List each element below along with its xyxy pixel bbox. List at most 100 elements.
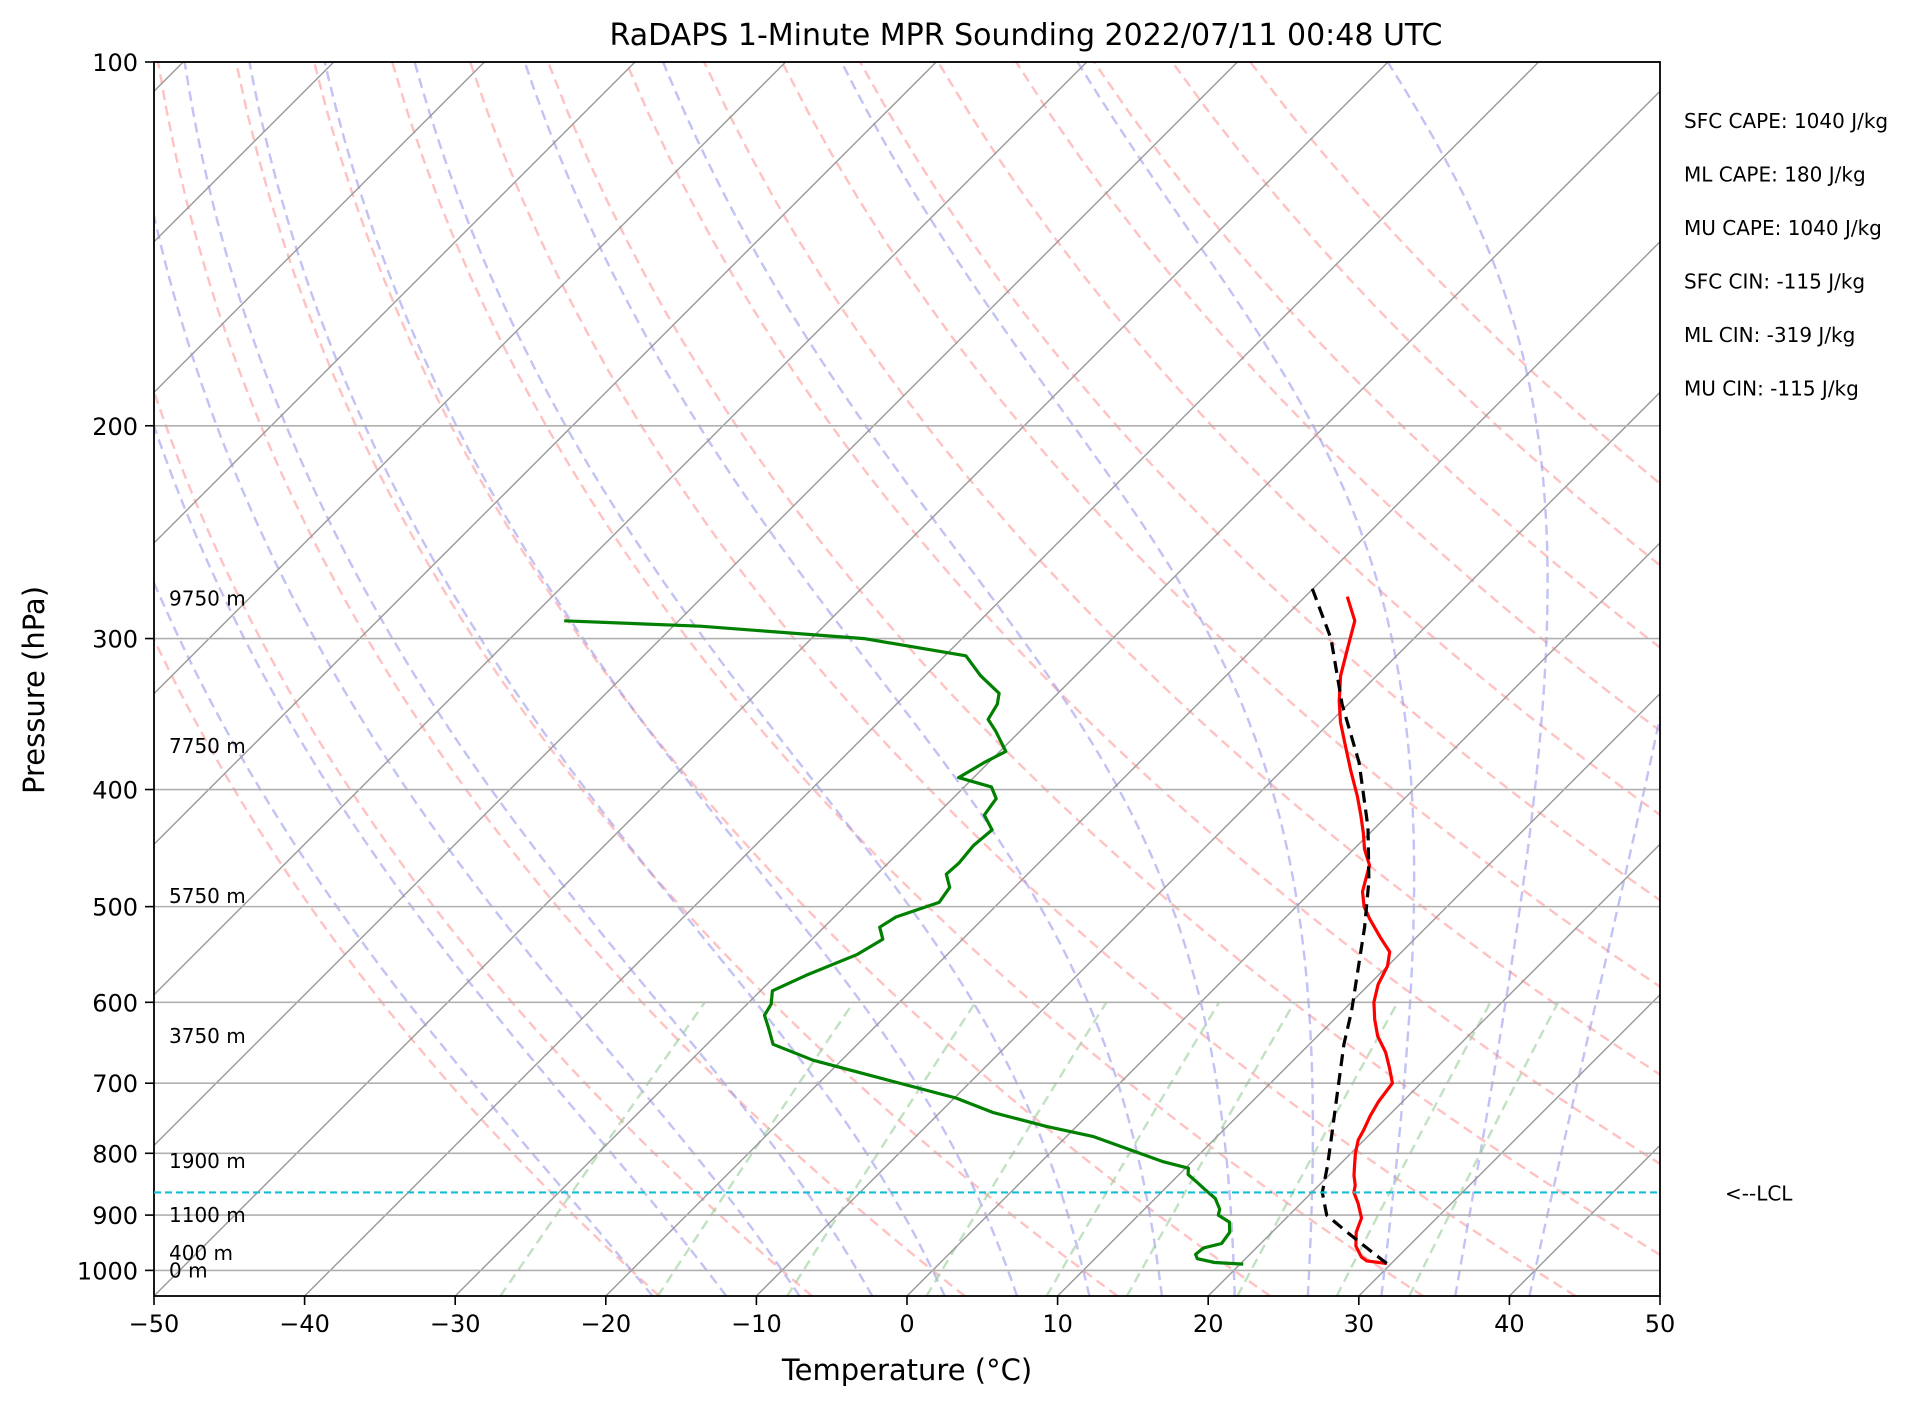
y-tick-label: 300: [92, 626, 138, 654]
height-labels: 9750 m 7750 m 5750 m 3750 m 1900 m 1100 m 400 …: [169, 587, 246, 1283]
isotherm-line: [154, 62, 485, 394]
lcl-label: <--LCL: [1725, 1181, 1793, 1205]
mixing-ratio-line: [1125, 1001, 1296, 1296]
dry-adiabat-line: [1171, 62, 1660, 567]
dry-adiabat-line: [1015, 62, 1660, 733]
height-label: 0 m: [169, 1258, 208, 1282]
dry-adiabat-line: [624, 62, 1660, 1166]
dry-adiabat-line: [154, 636, 661, 1296]
x-tick-label: −20: [580, 1310, 631, 1338]
isotherm-line: [154, 62, 636, 544]
dry-adiabat-line: [937, 62, 1660, 817]
isotherm-line: [154, 62, 1088, 996]
mixing-ratio-line: [1045, 1001, 1221, 1296]
mixing-ratio-line: [925, 1001, 1108, 1296]
x-tick-label: −40: [279, 1310, 330, 1338]
stat-label: ML CIN: -319 J/kg: [1684, 323, 1855, 347]
y-tick-label: 600: [92, 989, 138, 1017]
x-axis: −50 −40 −30 −20 −10 0 10 20 30 40 50: [129, 1296, 1676, 1338]
isotherm-line: [454, 90, 1660, 1296]
isotherm-line: [1207, 843, 1660, 1296]
lcl-marker: <--LCL: [154, 1181, 1793, 1205]
dry-adiabat-line: [154, 387, 813, 1296]
moist-adiabat-line: [413, 62, 1091, 1296]
y-axis: 1000 900 800 700 600 500 400 300 200 100: [77, 49, 154, 1285]
dry-adiabat-line: [468, 62, 1577, 1296]
mixing-ratio-line: [786, 1001, 977, 1296]
height-label: 1100 m: [169, 1203, 246, 1227]
moist-adiabat-line: [840, 62, 1315, 1296]
height-label: 5750 m: [169, 884, 246, 908]
pressure-gridlines: [154, 61, 1660, 1272]
isotherm-line: [154, 62, 1238, 1147]
isotherm-line: [1358, 993, 1660, 1296]
y-axis-label: Pressure (hPa): [17, 586, 51, 794]
moist-adiabat-line: [523, 62, 1164, 1296]
x-tick-label: 50: [1645, 1310, 1676, 1338]
x-tick-label: −30: [430, 1310, 481, 1338]
isotherm-line: [1659, 1295, 1660, 1296]
moist-adiabat-line: [183, 62, 874, 1296]
isotherm-line: [1508, 1144, 1660, 1296]
height-label: 7750 m: [169, 734, 246, 758]
temperature-line: [1337, 596, 1395, 1266]
height-label: 9750 m: [169, 587, 246, 611]
x-tick-label: 0: [899, 1310, 914, 1338]
height-label: 400 m: [169, 1241, 233, 1265]
y-tick-label: 400: [92, 777, 138, 805]
dewpoint-line: [564, 619, 1244, 1266]
height-label: 3750 m: [169, 1024, 246, 1048]
height-label: 1900 m: [169, 1149, 246, 1173]
dry-adiabat-line: [1249, 62, 1660, 486]
parcel-stats: SFC CAPE: 1040 J/kg ML CAPE: 180 J/kg MU C…: [1684, 109, 1888, 401]
isotherm-line: [906, 542, 1660, 1296]
moist-adiabat-line: [154, 579, 654, 1296]
stat-label: ML CAPE: 180 J/kg: [1684, 163, 1866, 187]
moist-adiabat-line: [323, 62, 1019, 1296]
mixing-ratio-line: [1335, 1001, 1492, 1296]
stat-label: MU CIN: -115 J/kg: [1684, 377, 1859, 401]
moist-adiabat-line: [1528, 711, 1660, 1296]
dry-adiabat-line: [390, 62, 1424, 1296]
x-tick-label: 30: [1344, 1310, 1375, 1338]
moist-adiabat-line: [154, 422, 728, 1296]
y-tick-label: 800: [92, 1140, 138, 1168]
parcel-line: [1310, 586, 1388, 1265]
mixing-ratio-line: [656, 1001, 855, 1296]
y-tick-label: 900: [92, 1202, 138, 1230]
dry-adiabat-line: [312, 62, 1271, 1296]
dry-adiabat-line: [1093, 62, 1660, 650]
chart-title: RaDAPS 1-Minute MPR Sounding 2022/07/11 …: [610, 18, 1443, 53]
isotherm-line: [154, 62, 787, 695]
stat-label: SFC CIN: -115 J/kg: [1684, 270, 1865, 294]
dry-adiabat-line: [781, 62, 1660, 989]
x-tick-label: −50: [129, 1310, 180, 1338]
moist-adiabat-line: [154, 210, 801, 1296]
y-tick-label: 700: [92, 1070, 138, 1098]
x-tick-label: 10: [1042, 1310, 1073, 1338]
sounding-series: [564, 586, 1395, 1266]
dry-adiabat-line: [156, 62, 966, 1296]
isotherm-line: [605, 240, 1660, 1296]
y-tick-label: 1000: [77, 1257, 138, 1285]
isotherm-line: [755, 391, 1660, 1296]
dry-adiabat-line: [546, 62, 1660, 1257]
x-tick-label: 20: [1193, 1310, 1224, 1338]
x-tick-label: 40: [1494, 1310, 1525, 1338]
dry-adiabat-line: [234, 62, 1119, 1296]
isotherm-line: [154, 62, 1389, 1296]
y-tick-label: 200: [92, 413, 138, 441]
moist-adiabat-line: [1076, 62, 1416, 1296]
stat-label: MU CAPE: 1040 J/kg: [1684, 216, 1882, 240]
isotherm-line: [304, 62, 1540, 1296]
y-tick-label: 500: [92, 894, 138, 922]
mixing-ratio-line: [1408, 1001, 1560, 1296]
y-tick-label: 100: [92, 49, 138, 77]
background-lines: [154, 62, 1660, 1296]
mixing-ratio-line: [1236, 1001, 1399, 1296]
moist-adiabat-line: [661, 62, 1236, 1296]
x-tick-label: −10: [731, 1310, 782, 1338]
isotherm-line: [1057, 692, 1660, 1296]
isotherm-line: [154, 62, 937, 846]
